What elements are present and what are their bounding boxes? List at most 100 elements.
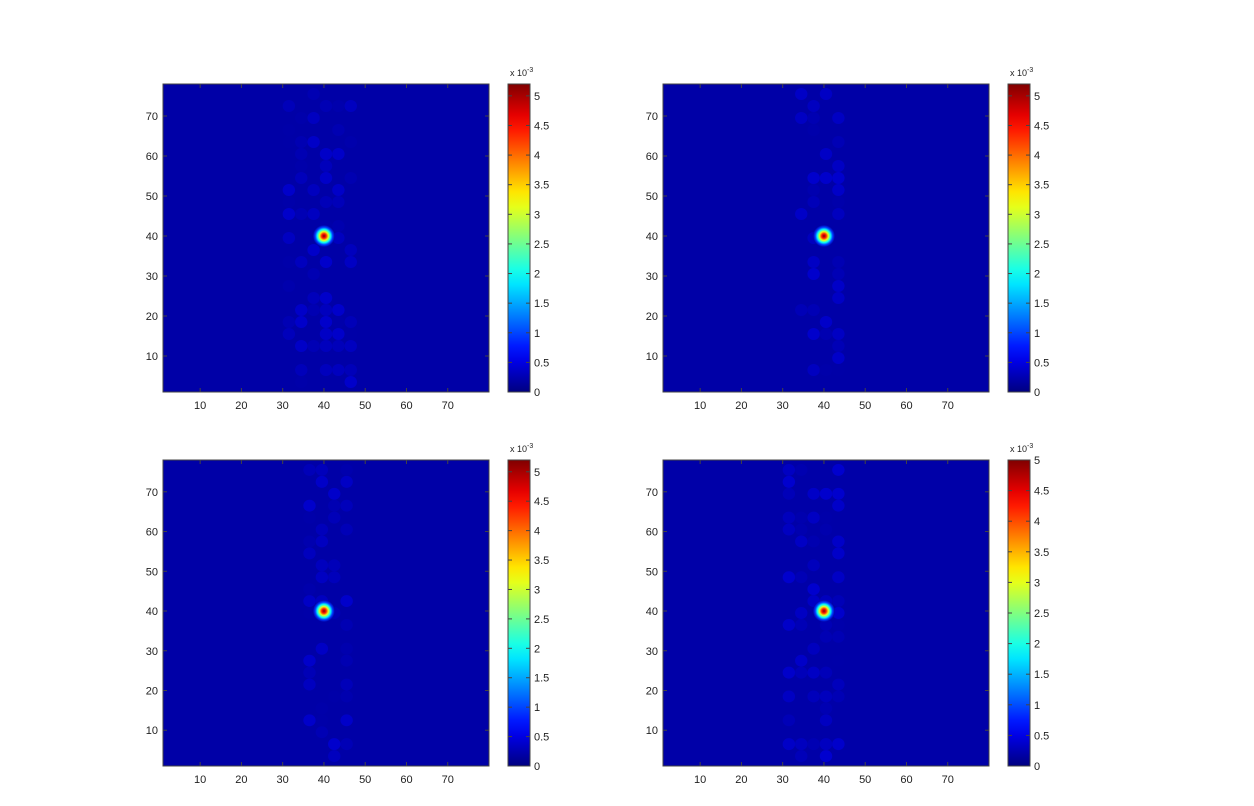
x-tick-label: 40 <box>818 774 830 786</box>
colorbar-multiplier-base: x 10 <box>1010 444 1027 454</box>
heatmap-cell <box>340 463 353 476</box>
heatmap-cell <box>282 328 296 340</box>
x-tick-label: 60 <box>400 774 412 786</box>
heatmap-cell <box>295 364 308 376</box>
heatmap-noise <box>782 463 845 763</box>
heatmap-cell <box>340 738 353 751</box>
x-tick-label: 30 <box>777 774 789 786</box>
y-tick-label: 50 <box>146 566 158 578</box>
colorbar <box>507 459 531 767</box>
heatmap-cell <box>315 702 329 715</box>
y-tick-label: 50 <box>646 566 658 578</box>
heatmap-cell <box>303 678 316 691</box>
colorbar-multiplier-exponent: -3 <box>527 67 533 74</box>
heatmap-cell <box>795 535 808 548</box>
heatmap-cell <box>328 690 341 703</box>
heatmap-cell <box>344 244 357 256</box>
y-tick-label: 40 <box>646 231 658 243</box>
heatmap-cell <box>319 148 333 160</box>
heatmap-cell <box>340 595 353 608</box>
colorbar-tick-label: 3 <box>534 209 540 221</box>
x-tick-label: 70 <box>442 400 454 412</box>
x-tick-label: 30 <box>277 400 289 412</box>
heatmap-cell <box>303 535 316 548</box>
heatmap-noise <box>303 463 353 763</box>
heatmap-cell <box>307 292 320 304</box>
heatmap-cell <box>832 690 845 703</box>
colorbar-tick-label: 3.5 <box>1034 180 1049 192</box>
heatmap-cell <box>319 196 333 208</box>
heatmap-cell <box>832 352 845 364</box>
colorbar-tick-label: 3 <box>1034 209 1040 221</box>
colorbar-tick-label: 4 <box>1034 150 1040 162</box>
colorbar-tick-label: 1 <box>1034 328 1040 340</box>
heatmap-cell <box>282 208 296 220</box>
y-tick-label: 20 <box>146 311 158 323</box>
y-tick-label: 20 <box>646 311 658 323</box>
heatmap-cell <box>819 666 833 679</box>
heatmap-cell <box>807 328 820 340</box>
heatmap-cell <box>819 88 833 100</box>
heatmap-cell <box>315 475 329 488</box>
heatmap-cell <box>315 642 329 655</box>
x-tick-label: 40 <box>318 400 330 412</box>
y-tick-label: 10 <box>646 351 658 363</box>
heatmap-cell <box>332 304 345 316</box>
y-tick-label: 50 <box>646 191 658 203</box>
heatmap-cell <box>332 124 345 136</box>
y-tick-label: 10 <box>146 351 158 363</box>
heatmap-cell <box>344 256 357 268</box>
heatmap-cell <box>832 487 845 500</box>
colorbar-tick-label: 2.5 <box>534 239 549 251</box>
heatmap-cell <box>795 511 808 524</box>
heatmap-cell <box>344 316 357 328</box>
x-tick-label: 50 <box>359 774 371 786</box>
colorbar-tick-label: 0.5 <box>1034 357 1049 369</box>
colorbar-multiplier-base: x 10 <box>1010 68 1027 78</box>
y-tick-label: 60 <box>146 527 158 539</box>
heatmap-peak <box>312 600 335 623</box>
heatmap-cell <box>295 172 308 184</box>
x-tick-label: 10 <box>194 774 206 786</box>
heatmap-cell <box>832 738 845 751</box>
heatmap-cell <box>832 364 845 376</box>
heatmap-cell <box>340 475 353 488</box>
heatmap-cell <box>795 304 808 316</box>
heatmap-cell <box>319 340 333 352</box>
heatmap-cell <box>819 487 833 500</box>
heatmap-cell <box>832 595 845 608</box>
heatmap-cell <box>303 547 316 560</box>
heatmap-cell <box>315 714 329 727</box>
heatmap-cell <box>795 571 808 584</box>
heatmap-cell <box>807 583 820 596</box>
heatmap-cell <box>307 88 320 100</box>
x-tick-label: 40 <box>818 400 830 412</box>
heatmap-cell <box>307 244 320 256</box>
colorbar-multiplier-base: x 10 <box>510 68 527 78</box>
subplot-4: 10 20 30 40 50 60 70 10 20 30 40 50 60 70 0 0.5 1 1.5 2 2.5… <box>646 443 1050 786</box>
colorbar-multiplier: x 10-3 <box>1010 443 1033 454</box>
colorbar-multiplier-exponent: -3 <box>1027 67 1033 74</box>
colorbar-multiplier-exponent: -3 <box>527 443 533 450</box>
heatmap-cell <box>295 112 308 124</box>
heatmap-cell <box>295 160 308 172</box>
heatmap-cell <box>832 256 845 268</box>
colorbar-tick-label: 1.5 <box>534 673 549 685</box>
heatmap-cell <box>832 571 845 584</box>
heatmap-cell <box>795 738 808 751</box>
heatmap-cell <box>303 714 316 727</box>
heatmap-cell <box>795 523 808 536</box>
heatmap-cell <box>795 463 808 476</box>
heatmap-cell <box>782 475 796 488</box>
heatmap-cell <box>303 654 316 667</box>
heatmap-cell <box>807 535 820 548</box>
heatmap-cell <box>807 112 820 124</box>
heatmap-cell <box>319 304 333 316</box>
heatmap-cell <box>782 690 796 703</box>
heatmap-cell <box>795 618 808 631</box>
heatmap-cell <box>307 136 320 148</box>
heatmap-cell <box>344 340 357 352</box>
heatmap-cell <box>832 678 845 691</box>
colorbar-tick-label: 2 <box>534 269 540 281</box>
heatmap-cell <box>303 618 316 631</box>
